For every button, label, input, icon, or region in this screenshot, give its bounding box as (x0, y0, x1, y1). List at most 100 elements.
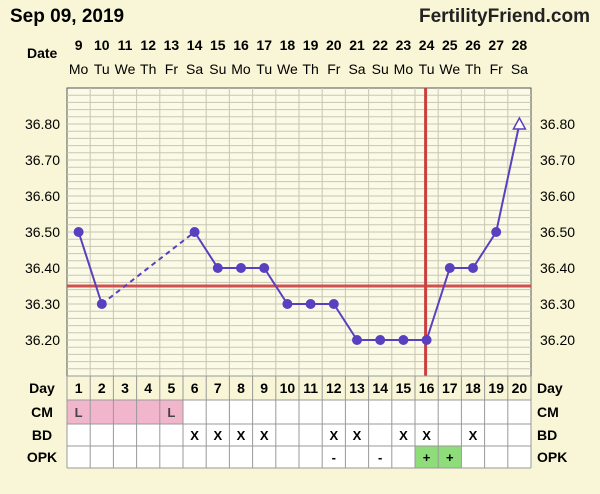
day-of-week: Fr (327, 61, 341, 77)
day-of-week: Mo (394, 61, 414, 77)
bd-cell-value: X (260, 428, 269, 443)
date-number: 27 (488, 37, 504, 53)
cm-cell-value: L (75, 405, 83, 420)
row-label-cm-left: CM (31, 404, 53, 420)
day-of-week: We (115, 61, 136, 77)
date-number: 28 (512, 37, 528, 53)
y-tick-label-right: 36.30 (540, 296, 575, 312)
date-number: 10 (94, 37, 110, 53)
row-label-day-left: Day (29, 380, 55, 396)
row-label-day-right: Day (537, 380, 563, 396)
opk-positive-cell (415, 446, 439, 468)
day-cell-value: 13 (349, 380, 365, 396)
day-cell-value: 7 (214, 380, 222, 396)
y-tick-label-right: 36.40 (540, 260, 575, 276)
bd-cell-value: X (353, 428, 362, 443)
y-tick-label-right: 36.60 (540, 188, 575, 204)
bd-cell-value: X (213, 428, 222, 443)
y-tick-label-left: 36.80 (25, 116, 60, 132)
temperature-segment (472, 231, 498, 269)
temperature-point (444, 263, 455, 273)
date-number: 22 (372, 37, 388, 53)
y-tick-label-left: 36.70 (25, 152, 60, 168)
date-number: 15 (210, 37, 226, 53)
day-of-week: Tu (256, 61, 272, 77)
row-label-opk-right: OPK (537, 449, 567, 465)
opk-cell-value: + (446, 450, 454, 465)
day-of-week: Fr (490, 61, 504, 77)
day-cell-value: 2 (98, 380, 106, 396)
temperature-point (282, 299, 293, 309)
day-cell-value: 17 (442, 380, 458, 396)
temperature-segment (332, 303, 358, 341)
day-cell-value: 14 (372, 380, 388, 396)
day-cell-value: 1 (75, 380, 83, 396)
day-of-week: We (277, 61, 298, 77)
day-cell-value: 8 (237, 380, 245, 396)
day-of-week: Th (302, 61, 318, 77)
row-label-opk-left: OPK (27, 449, 57, 465)
row-label-cm-right: CM (537, 404, 559, 420)
day-cell-value: 18 (465, 380, 481, 396)
day-cell-value: 10 (280, 380, 296, 396)
day-cell-value: 19 (488, 380, 504, 396)
temperature-gap-segment (101, 231, 196, 305)
day-cell-value: 12 (326, 380, 342, 396)
temperature-segment (263, 267, 289, 305)
date-number: 21 (349, 37, 365, 53)
temperature-segment (77, 231, 103, 305)
menses-cell (159, 400, 183, 424)
date-number: 16 (233, 37, 249, 53)
day-of-week: Mo (231, 61, 251, 77)
temperature-point (421, 335, 432, 345)
temperature-segment (425, 267, 451, 341)
day-of-week: Th (140, 61, 156, 77)
day-of-week: Th (465, 61, 481, 77)
day-cell-value: 16 (419, 380, 435, 396)
day-of-week: Tu (419, 61, 435, 77)
temperature-point (328, 299, 339, 309)
temperature-point (236, 263, 246, 273)
date-row-label: Date (27, 45, 58, 61)
bd-cell-value: X (469, 428, 478, 443)
day-cell-value: 6 (191, 380, 199, 396)
day-of-week: Su (209, 61, 226, 77)
temperature-point (468, 263, 478, 273)
y-tick-label-left: 36.30 (25, 296, 60, 312)
temperature-point-open (512, 116, 527, 130)
day-cell-value: 9 (260, 380, 268, 396)
opk-positive-cell (438, 446, 462, 468)
date-number: 14 (187, 37, 203, 53)
day-of-week: Mo (69, 61, 89, 77)
temperature-point (398, 335, 409, 345)
date-number: 12 (140, 37, 156, 53)
row-label-bd-left: BD (32, 427, 52, 443)
menses-cell (136, 400, 160, 424)
day-of-week: We (439, 61, 460, 77)
y-tick-label-left: 36.50 (25, 224, 60, 240)
temperature-point (73, 227, 84, 237)
day-of-week: Sa (186, 61, 203, 77)
day-cell-value: 4 (144, 380, 152, 396)
bd-cell-value: X (329, 428, 338, 443)
opk-cell-value: - (378, 450, 382, 465)
day-of-week: Tu (94, 61, 110, 77)
day-of-week: Sa (348, 61, 365, 77)
temperature-point (212, 263, 223, 273)
day-of-week: Sa (511, 61, 528, 77)
site-name: FertilityFriend.com (419, 6, 590, 27)
date-number: 19 (303, 37, 319, 53)
date-number: 13 (164, 37, 180, 53)
temperature-segment (193, 231, 219, 269)
day-cell-value: 15 (396, 380, 412, 396)
day-cell-value: 5 (168, 380, 176, 396)
date-number: 25 (442, 37, 458, 53)
y-tick-label-right: 36.50 (540, 224, 575, 240)
date-number: 9 (75, 37, 83, 53)
temperature-point (96, 299, 107, 309)
date-number: 18 (280, 37, 296, 53)
day-cell-value: 11 (303, 380, 318, 396)
y-tick-label-right: 36.70 (540, 152, 575, 168)
temperature-point (352, 335, 362, 345)
